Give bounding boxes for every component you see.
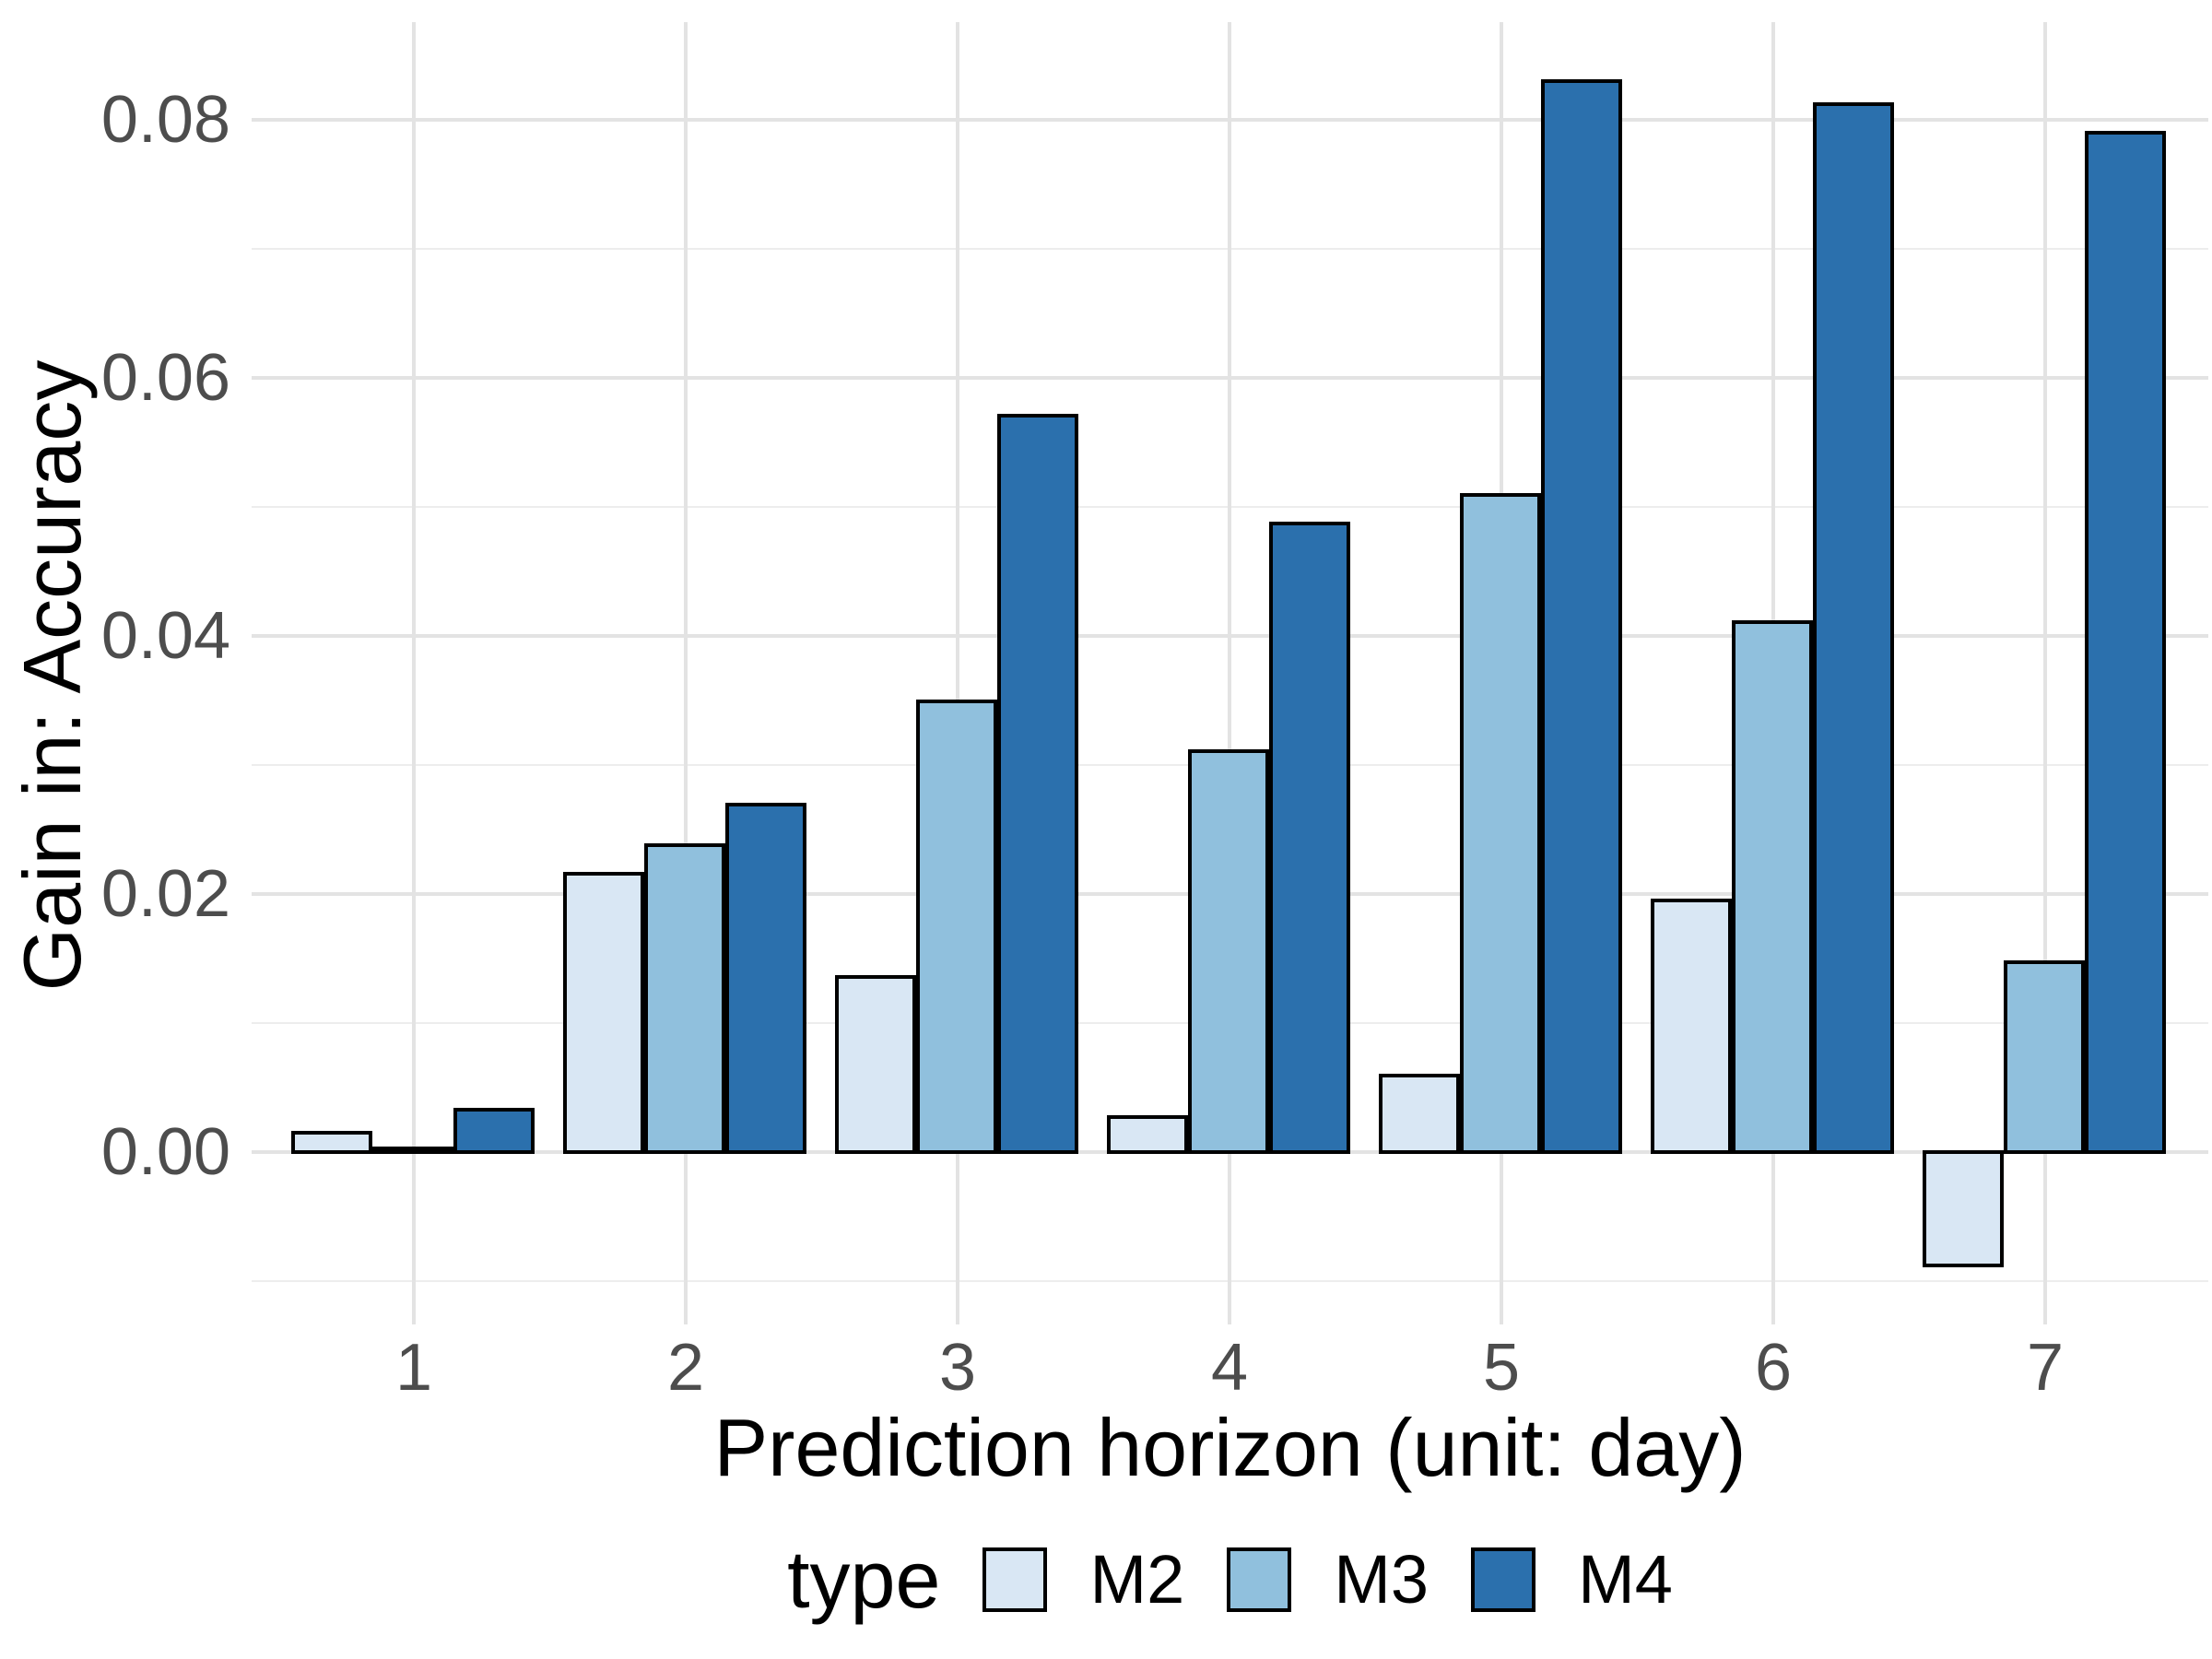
bar-m4-day-5	[1541, 79, 1622, 1154]
legend-swatch-m4	[1471, 1547, 1536, 1612]
legend-items: M2 M3 M4	[982, 1543, 1673, 1617]
legend-item-m2: M2	[982, 1543, 1184, 1617]
bar-m4-day-1	[453, 1107, 535, 1154]
bar-m4-day-4	[1269, 522, 1350, 1154]
gridline-major-x-7	[2043, 22, 2047, 1324]
gridline-major-x-3	[956, 22, 959, 1324]
bar-m3-day-3	[916, 700, 997, 1154]
bar-m3-day-1	[372, 1146, 453, 1154]
x-tick-label-5: 5	[1482, 1331, 1521, 1405]
x-tick-label-1: 1	[394, 1331, 433, 1405]
bar-m2-day-1	[291, 1131, 372, 1154]
gridline-major-x-1	[412, 22, 416, 1324]
legend-item-m3: M3	[1227, 1543, 1429, 1617]
y-axis-title: Gain in: Accuracy	[6, 359, 98, 992]
legend-label-m3: M3	[1334, 1541, 1430, 1618]
bar-m4-day-2	[725, 803, 806, 1154]
bar-m4-day-3	[997, 413, 1078, 1154]
y-tick-label-0.08: 0.08	[100, 83, 230, 157]
bar-m2-day-3	[835, 974, 916, 1154]
legend-swatch-m2	[982, 1547, 1048, 1612]
y-tick-label-0.04: 0.04	[100, 599, 230, 673]
x-tick-label-2: 2	[666, 1331, 705, 1405]
legend-label-m4: M4	[1578, 1541, 1673, 1618]
bar-m2-day-4	[1107, 1115, 1188, 1154]
bar-m2-day-5	[1379, 1074, 1460, 1154]
bar-m3-day-5	[1460, 493, 1541, 1154]
y-tick-label-0.00: 0.00	[100, 1115, 230, 1189]
bar-m4-day-7	[2085, 131, 2166, 1154]
bar-m2-day-7	[1923, 1150, 2004, 1268]
bar-m2-day-6	[1651, 899, 1732, 1154]
plot-panel	[252, 22, 2208, 1324]
x-tick-label-3: 3	[938, 1331, 977, 1405]
legend-swatch-m3	[1227, 1547, 1292, 1612]
legend-label-m2: M2	[1089, 1541, 1185, 1618]
x-tick-label-6: 6	[1754, 1331, 1793, 1405]
bar-m3-day-4	[1188, 748, 1269, 1154]
x-tick-label-7: 7	[2026, 1331, 2065, 1405]
bar-m2-day-2	[563, 871, 644, 1154]
legend-item-m4: M4	[1471, 1543, 1673, 1617]
y-tick-label-0.06: 0.06	[100, 341, 230, 415]
bar-m3-day-6	[1732, 619, 1813, 1154]
bar-m4-day-6	[1813, 102, 1894, 1154]
bar-m3-day-7	[2004, 960, 2085, 1154]
x-tick-label-4: 4	[1210, 1331, 1249, 1405]
gridline-major-x-2	[684, 22, 688, 1324]
y-tick-label-0.02: 0.02	[100, 857, 230, 931]
gridline-major-x-4	[1228, 22, 1231, 1324]
bar-m3-day-2	[644, 842, 725, 1154]
x-axis-title: Prediction horizon (unit: day)	[713, 1402, 1747, 1493]
legend: type M2 M3 M4	[252, 1537, 2208, 1622]
legend-title: type	[787, 1534, 941, 1625]
